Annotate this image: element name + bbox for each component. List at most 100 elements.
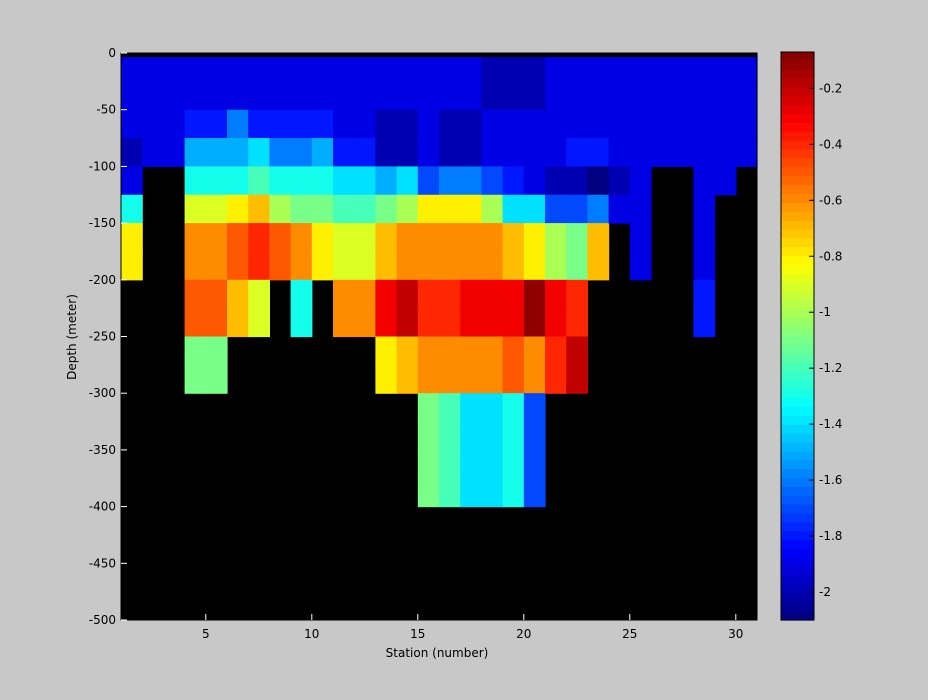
colorbar-swatch	[781, 433, 814, 444]
heatmap-cell	[502, 449, 525, 479]
heatmap-cell	[417, 393, 440, 423]
heatmap-cell	[417, 308, 440, 338]
heatmap-cell	[629, 223, 652, 253]
heatmap-cell	[269, 194, 292, 224]
heatmap-cell	[439, 81, 461, 111]
x-tick-label: 30	[728, 627, 743, 641]
heatmap-cell	[735, 109, 758, 139]
heatmap-cell	[290, 251, 313, 281]
heatmap-cell	[693, 53, 716, 82]
heatmap-cell	[566, 166, 588, 196]
heatmap-cell	[439, 336, 461, 366]
heatmap-cell	[311, 223, 334, 253]
colorbar-swatch	[781, 584, 814, 594]
heatmap-cell	[163, 53, 186, 82]
heatmap-cell	[481, 478, 504, 508]
colorbar-swatch	[781, 575, 814, 586]
heatmap-cell	[693, 251, 716, 281]
heatmap-cell	[354, 109, 376, 139]
colorbar-swatch	[781, 495, 814, 506]
heatmap-cell	[269, 138, 292, 167]
heatmap-cell	[333, 81, 355, 111]
heatmap-cell	[269, 166, 292, 196]
heatmap-cell	[693, 166, 716, 196]
heatmap-cell	[163, 138, 186, 167]
colorbar-swatch	[781, 318, 814, 328]
heatmap-cell	[523, 478, 546, 508]
heatmap-cell	[333, 194, 355, 224]
heatmap-cell	[629, 194, 652, 224]
heatmap-cell	[523, 279, 546, 309]
heatmap-cell	[502, 478, 525, 508]
heatmap-cell	[142, 53, 164, 82]
heatmap-cell	[248, 138, 270, 167]
heatmap-cell	[417, 421, 440, 451]
heatmap-cell	[566, 109, 588, 139]
heatmap-cell	[375, 223, 398, 253]
heatmap-cell	[142, 109, 164, 139]
heatmap-cell	[439, 279, 461, 309]
heatmap-cell	[651, 81, 673, 111]
heatmap-cell	[629, 109, 652, 139]
heatmap-cell	[502, 166, 525, 196]
heatmap-cell	[523, 251, 546, 281]
heatmap-cell	[333, 308, 355, 338]
heatmap-cell	[545, 336, 567, 366]
heatmap-cell	[481, 364, 504, 394]
colorbar-axis: -0.2 -0.4 -0.6 -0.8 -1 -1.2 -1.4 -1.6 -1.8 -2	[780, 51, 842, 621]
heatmap-cell	[248, 223, 270, 253]
heatmap-cell	[693, 81, 716, 111]
heatmap-cell	[227, 308, 249, 338]
heatmap-cell	[439, 449, 461, 479]
y-tick-label: -100	[89, 159, 116, 173]
heatmap-cell	[248, 53, 270, 82]
heatmap-cell	[460, 336, 482, 366]
heatmap-cell	[269, 251, 292, 281]
colorbar-swatch	[781, 424, 814, 435]
heatmap-cell	[481, 449, 504, 479]
colorbar	[781, 52, 814, 621]
heatmap-cell	[566, 194, 588, 224]
colorbar-swatch	[781, 282, 814, 293]
colorbar-swatch	[781, 566, 814, 577]
heatmap-cell	[248, 279, 270, 309]
colorbar-swatch	[781, 593, 814, 603]
heatmap-cell	[375, 166, 398, 196]
heatmap-cell	[354, 53, 376, 82]
colorbar-swatch	[781, 194, 814, 204]
colorbar-swatch	[781, 531, 814, 541]
heatmap-cell	[460, 194, 482, 224]
heatmap-cell	[396, 81, 419, 111]
colorbar-swatch	[781, 415, 814, 426]
heatmap-cell	[439, 421, 461, 451]
heatmap-cell	[333, 109, 355, 139]
heatmap-cell	[354, 279, 376, 309]
heatmap-cell	[439, 53, 461, 82]
heatmap-cell	[227, 223, 249, 253]
heatmap-cell	[205, 279, 228, 309]
colorbar-swatch	[781, 123, 814, 133]
heatmap-cell	[735, 53, 758, 82]
heatmap-cell	[290, 53, 313, 82]
heatmap-cell	[227, 279, 249, 309]
heatmap-cell	[523, 138, 546, 167]
heatmap-cell	[227, 194, 249, 224]
heatmap-cell	[460, 478, 482, 508]
heatmap-cell	[672, 138, 694, 167]
colorbar-tick-label: -1.8	[819, 529, 842, 543]
heatmap-cell	[545, 364, 567, 394]
heatmap-cell	[460, 166, 482, 196]
heatmap-cell	[269, 109, 292, 139]
x-tick-label: 20	[516, 627, 531, 641]
colorbar-tick-label: -0.8	[819, 249, 842, 263]
heatmap-cell	[545, 109, 567, 139]
heatmap-plot	[121, 53, 758, 620]
heatmap-cell	[375, 194, 398, 224]
heatmap-cell	[587, 251, 610, 281]
heatmap-cell	[545, 223, 567, 253]
colorbar-swatch	[781, 291, 814, 302]
heatmap-cell	[417, 194, 440, 224]
colorbar-swatch	[781, 256, 814, 266]
heatmap-cell	[502, 109, 525, 139]
colorbar-swatch	[781, 87, 814, 97]
